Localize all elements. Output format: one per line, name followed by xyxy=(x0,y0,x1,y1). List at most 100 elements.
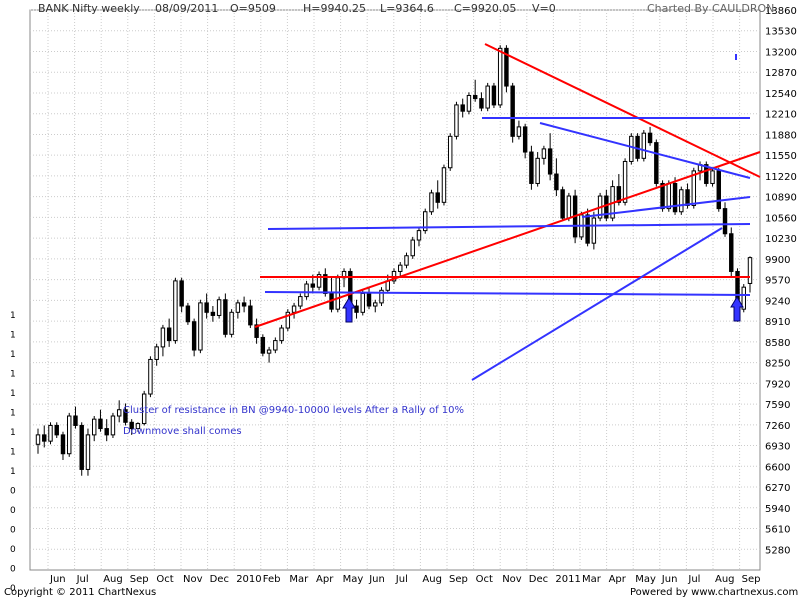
candle-body xyxy=(522,126,528,153)
y-tick-label: 8580 xyxy=(765,338,790,349)
volume-label: V=0 xyxy=(532,2,556,15)
x-tick-label: Jul xyxy=(395,574,408,585)
y-tick-label: 8250 xyxy=(765,359,790,370)
high-label: H=9940.25 xyxy=(303,2,366,15)
candle-body xyxy=(360,292,365,313)
candle-body xyxy=(248,305,253,326)
x-tick-label: Aug xyxy=(715,574,735,585)
y-tick-label: 10560 xyxy=(765,213,797,224)
candle-body xyxy=(691,170,697,206)
tick-marker xyxy=(735,54,737,60)
candle-body xyxy=(722,208,728,235)
trendline xyxy=(267,223,751,230)
candle-body xyxy=(679,189,684,213)
up-arrow-icon xyxy=(342,297,356,323)
candle-body xyxy=(135,423,141,430)
powered-by-label: Powered by www.chartnexus.com xyxy=(630,587,799,598)
candle-body xyxy=(42,434,47,442)
candle-body xyxy=(235,302,241,313)
candle-body xyxy=(504,47,509,87)
candle-body xyxy=(316,274,322,288)
candle-body xyxy=(485,85,490,109)
candle-body xyxy=(273,340,278,351)
y-tick-label: 5280 xyxy=(765,545,790,556)
candle-body xyxy=(479,98,484,109)
y-tick-label: 8910 xyxy=(765,317,790,328)
candle-body xyxy=(741,286,746,310)
candle-body xyxy=(529,151,534,184)
x-tick-label: Aug xyxy=(422,574,442,585)
candle-body xyxy=(79,424,84,470)
y-tick-label: 5940 xyxy=(765,504,790,515)
candle-body xyxy=(441,167,447,203)
y-tick-label: 5610 xyxy=(765,525,790,536)
candle-body xyxy=(85,434,91,470)
candle-body xyxy=(647,132,653,144)
x-tick-label: Jul xyxy=(687,574,700,585)
candle-body xyxy=(160,327,166,348)
trend-layer xyxy=(254,43,761,381)
left-tick-label: 1 xyxy=(10,409,16,419)
x-tick-label: Nov xyxy=(183,574,203,585)
y-tick-label: 12210 xyxy=(765,110,797,121)
y-tick-label: 6270 xyxy=(765,483,790,494)
candle-body xyxy=(116,409,122,417)
candle-body xyxy=(585,214,590,244)
candle-body xyxy=(410,239,415,257)
candle-body xyxy=(323,274,328,294)
candle-body xyxy=(472,94,478,100)
copyright-label: Copyright © 2011 ChartNexus xyxy=(4,587,157,598)
candle-body xyxy=(641,132,647,159)
left-tick-label: 0 xyxy=(10,545,16,555)
candle-body xyxy=(466,94,472,112)
candle-body xyxy=(604,195,609,219)
candle-body xyxy=(254,324,259,338)
candle-body xyxy=(447,135,453,169)
candle-body xyxy=(373,302,378,307)
x-tick-label: Jul xyxy=(76,574,89,585)
date-label: 08/09/2011 xyxy=(155,2,219,15)
candle-body xyxy=(291,305,297,313)
candle-body xyxy=(185,305,191,323)
x-tick-label: 2010 xyxy=(236,574,261,585)
candle-body xyxy=(672,182,678,213)
candle-body xyxy=(366,292,372,307)
candle-body xyxy=(547,148,553,175)
candle-body xyxy=(554,173,559,191)
candle-body xyxy=(454,104,459,137)
candle-body xyxy=(398,264,403,272)
y-tick-label: 10230 xyxy=(765,234,797,245)
candle-body xyxy=(685,189,690,206)
candle-body xyxy=(123,409,128,423)
trendline xyxy=(539,122,751,179)
left-tick-label: 1 xyxy=(10,311,16,321)
candle-body xyxy=(35,434,41,445)
candle-body xyxy=(747,257,753,284)
candle-body xyxy=(48,424,53,442)
y-tick-label: 13530 xyxy=(765,27,797,38)
left-tick-label: 1 xyxy=(10,448,16,458)
candle-body xyxy=(704,164,709,184)
candle-body xyxy=(223,299,228,335)
x-tick-label: Oct xyxy=(156,574,173,585)
x-tick-label: Dec xyxy=(529,574,548,585)
candle-body xyxy=(423,211,428,232)
candle-body xyxy=(416,230,422,241)
y-tick-label: 11880 xyxy=(765,130,797,141)
candle-body xyxy=(154,346,159,360)
y-tick-label: 7920 xyxy=(765,379,790,390)
candle-body xyxy=(191,321,197,351)
candle-body xyxy=(310,283,316,288)
candle-body xyxy=(141,393,147,425)
candle-body xyxy=(229,311,234,335)
grid-layer xyxy=(30,9,760,570)
y-tick-label: 11550 xyxy=(765,151,797,162)
x-tick-label: 2011 xyxy=(555,574,580,585)
left-tick-label: 1 xyxy=(10,350,16,360)
candle-body xyxy=(535,157,540,184)
x-tick-label: Mar xyxy=(289,574,309,585)
candle-body xyxy=(491,85,497,106)
x-tick-label: Jun xyxy=(661,574,678,585)
